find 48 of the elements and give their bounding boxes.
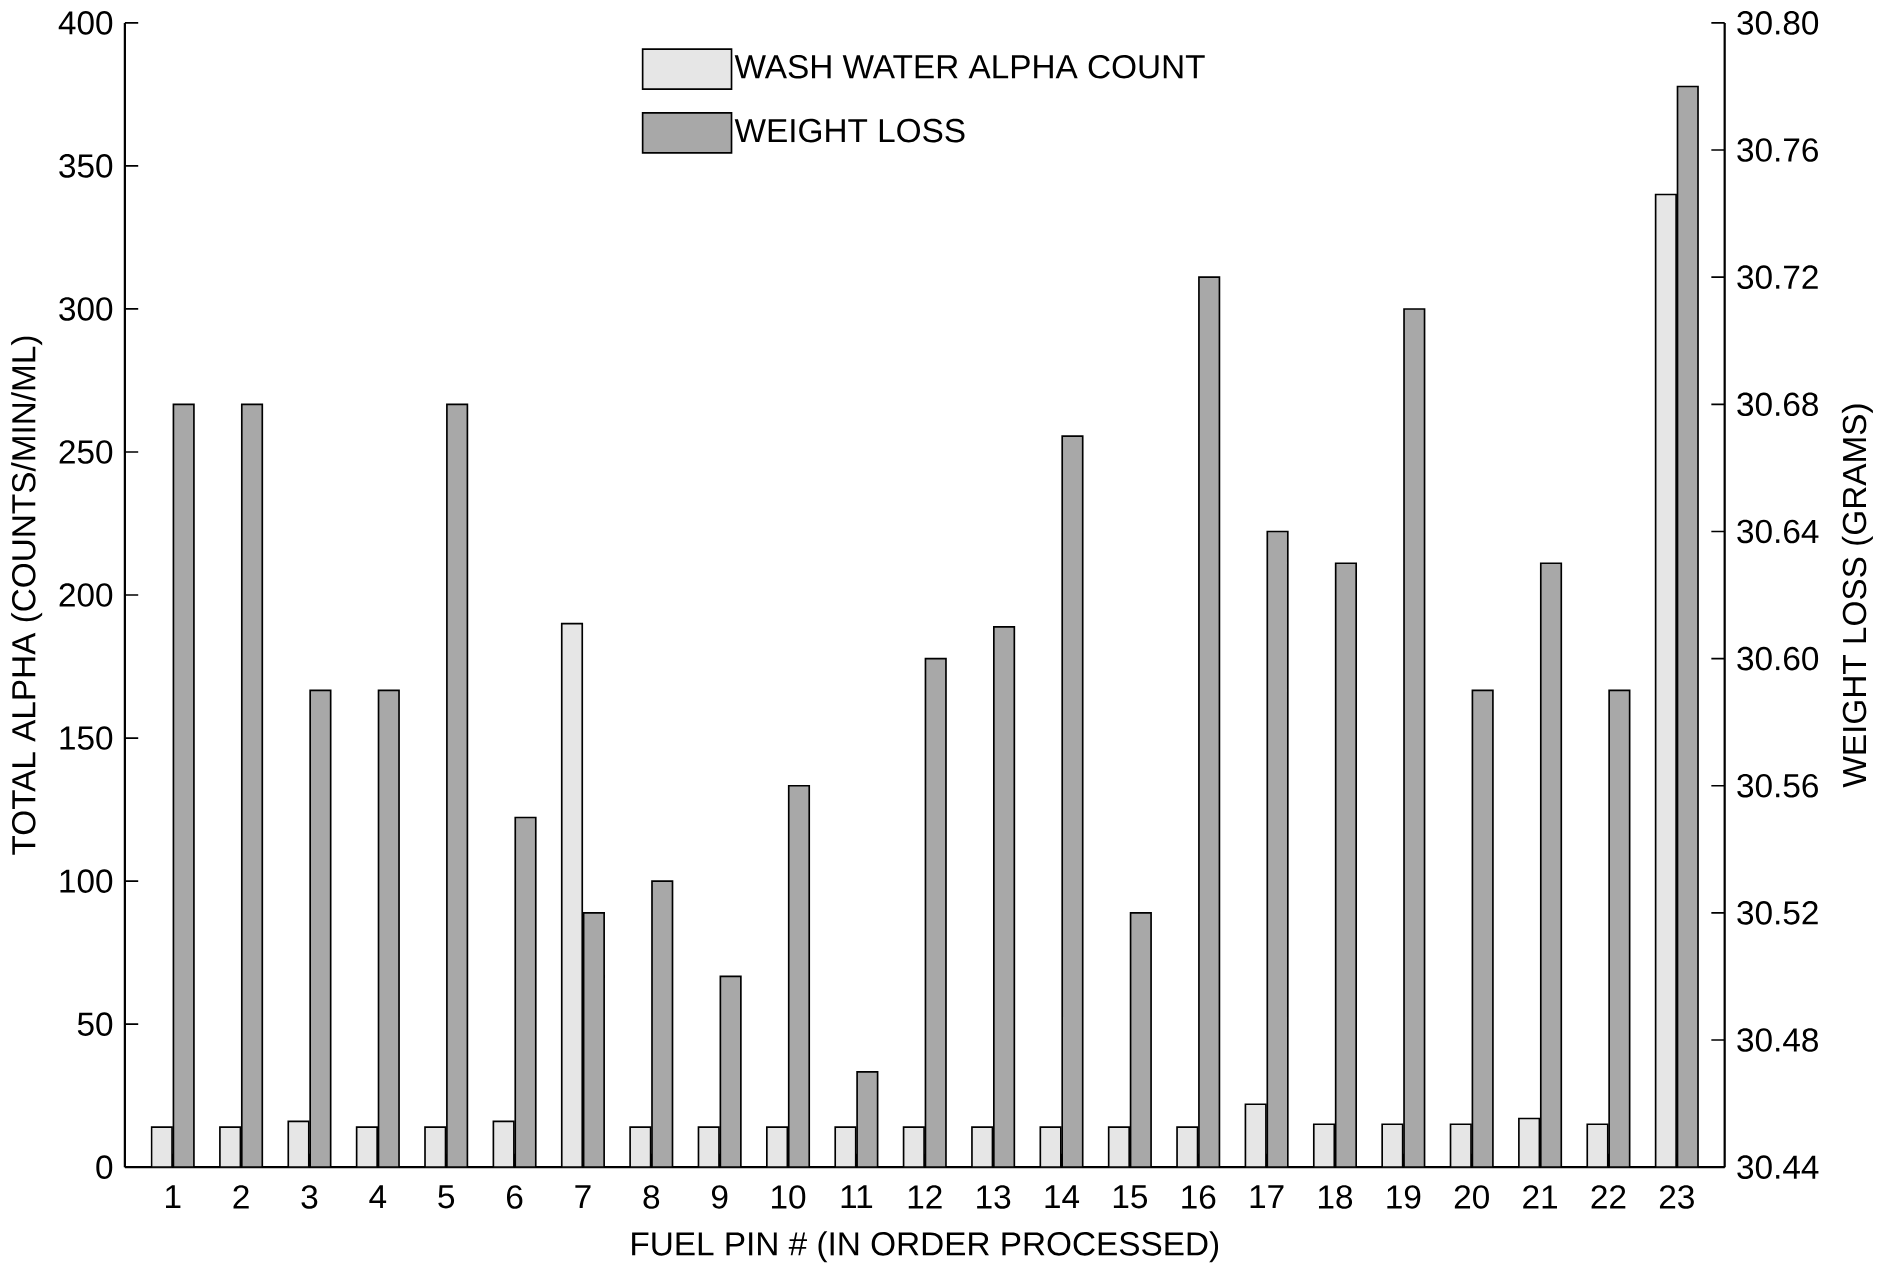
y2-tick-label: 30.48	[1737, 1028, 1818, 1052]
y-tick-label: 250	[59, 440, 113, 464]
x-tick-label: 15	[1113, 1184, 1148, 1209]
y-tick-label: 300	[59, 296, 113, 321]
x-tick-label: 19	[1387, 1184, 1421, 1209]
x-tick-label: 17	[1250, 1184, 1284, 1208]
legend-label: WASH WATER ALPHA COUNT	[734, 54, 1205, 79]
x-tick-label: 22	[1591, 1184, 1626, 1209]
y2-tick-label: 30.52	[1737, 900, 1818, 925]
x-tick-label: 3	[301, 1184, 318, 1209]
x-tick-label: 5	[438, 1184, 455, 1209]
x-tick-label: 1	[166, 1184, 181, 1208]
y-tick-label: 50	[77, 1012, 113, 1036]
x-tick-label: 12	[908, 1184, 942, 1209]
x-tick-label: 8	[643, 1184, 660, 1209]
y-tick-label: 350	[59, 153, 113, 178]
x-tick-label: 4	[369, 1184, 387, 1208]
x-axis-title: FUEL PIN # (IN ORDER PROCESSED)	[632, 1231, 1219, 1263]
bar	[1245, 1104, 1266, 1167]
legend-label: WEIGHT LOSS	[734, 118, 965, 143]
y-tick-label: 200	[59, 583, 113, 607]
x-tick-label: 21	[1523, 1184, 1557, 1209]
y-tick-label: 0	[96, 1155, 113, 1179]
y2-tick-label: 30.64	[1737, 519, 1819, 544]
x-tick-label: 13	[977, 1184, 1011, 1209]
y2-tick-label: 30.56	[1737, 773, 1818, 798]
x-tick-label: 18	[1318, 1184, 1353, 1209]
x-tick-label: 10	[772, 1184, 806, 1209]
y-tick-label: 150	[60, 726, 113, 750]
x-tick-label: 14	[1045, 1184, 1080, 1208]
y2-tick-label: 30.44	[1737, 1155, 1819, 1179]
y-tick-label: 400	[58, 10, 113, 35]
x-tick-label: 7	[575, 1184, 591, 1208]
y2-tick-label: 30.80	[1737, 10, 1819, 35]
y2-tick-label: 30.68	[1737, 392, 1818, 416]
y-axis-title: TOTAL ALPHA (COUNTS/MIN/ML)	[11, 336, 43, 855]
x-tick-label: 16	[1182, 1184, 1216, 1209]
y2-axis-title: WEIGHT LOSS (GRAMS)	[1841, 404, 1873, 788]
y2-tick-label: 30.76	[1737, 138, 1818, 162]
y2-tick-label: 30.72	[1737, 265, 1818, 289]
y-tick-label: 100	[60, 869, 113, 893]
x-tick-label: 9	[711, 1184, 728, 1209]
x-tick-label: 20	[1454, 1184, 1489, 1209]
x-tick-label: 23	[1659, 1184, 1694, 1209]
x-tick-label: 2	[233, 1184, 249, 1209]
x-tick-label: 6	[506, 1184, 523, 1209]
x-tick-label: 11	[841, 1184, 873, 1208]
y2-tick-label: 30.60	[1737, 646, 1819, 671]
